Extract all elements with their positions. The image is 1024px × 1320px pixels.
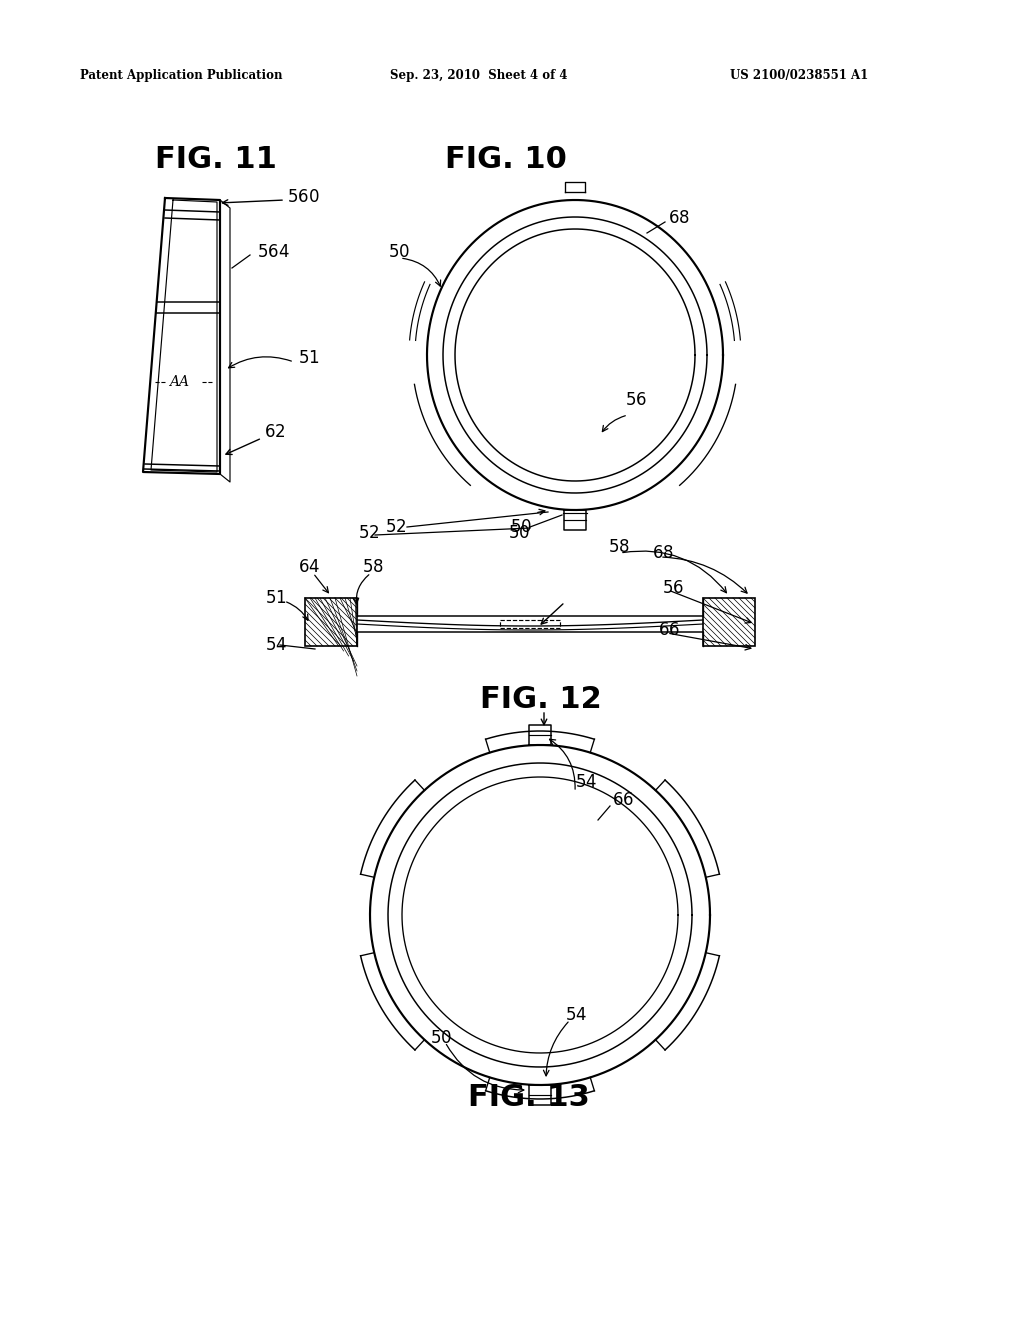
Text: $\mathit{56}$: $\mathit{56}$ (625, 391, 647, 409)
Text: Sep. 23, 2010  Sheet 4 of 4: Sep. 23, 2010 Sheet 4 of 4 (390, 69, 567, 82)
Text: $\mathit{66}$: $\mathit{66}$ (658, 620, 680, 639)
Text: $\mathit{62}$: $\mathit{62}$ (264, 422, 286, 441)
Text: $\mathit{50}$: $\mathit{50}$ (388, 243, 410, 261)
Text: AA: AA (169, 375, 188, 388)
Text: $\mathit{56}$: $\mathit{56}$ (662, 579, 684, 597)
Text: FIG. 11: FIG. 11 (155, 145, 276, 174)
Text: $\mathit{50}$: $\mathit{50}$ (510, 517, 532, 536)
Text: $\mathit{51}$: $\mathit{51}$ (265, 589, 287, 607)
Text: $\mathit{54}$: $\mathit{54}$ (565, 1006, 587, 1024)
Text: $\mathit{64}$: $\mathit{64}$ (298, 558, 321, 576)
Text: FIG. 13: FIG. 13 (468, 1084, 590, 1113)
Text: $\mathit{51}$: $\mathit{51}$ (298, 348, 319, 367)
Text: FIG. 12: FIG. 12 (480, 685, 602, 714)
Text: $\mathit{52}$: $\mathit{52}$ (358, 524, 380, 543)
Text: $\mathit{564}$: $\mathit{564}$ (257, 243, 290, 261)
Text: $\mathit{54}$: $\mathit{54}$ (575, 774, 597, 791)
Text: $\mathit{560}$: $\mathit{560}$ (287, 187, 319, 206)
Text: $\mathit{58}$: $\mathit{58}$ (362, 558, 384, 576)
Text: $\mathit{68}$: $\mathit{68}$ (668, 209, 690, 227)
Bar (703, 598, 755, 645)
Text: $\mathit{54}$: $\mathit{54}$ (265, 636, 287, 653)
Text: $\mathit{52}$: $\mathit{52}$ (385, 517, 407, 536)
Text: $\mathit{50}$: $\mathit{50}$ (430, 1030, 452, 1047)
Text: $\mathit{66}$: $\mathit{66}$ (612, 791, 634, 809)
Text: $\mathit{68}$: $\mathit{68}$ (652, 544, 674, 562)
Bar (305, 598, 357, 645)
Text: $\mathit{50}$: $\mathit{50}$ (508, 524, 530, 543)
Text: Patent Application Publication: Patent Application Publication (80, 69, 283, 82)
Text: US 2100/0238551 A1: US 2100/0238551 A1 (730, 69, 868, 82)
Text: $\mathit{58}$: $\mathit{58}$ (608, 539, 630, 556)
Text: FIG. 10: FIG. 10 (445, 145, 567, 174)
